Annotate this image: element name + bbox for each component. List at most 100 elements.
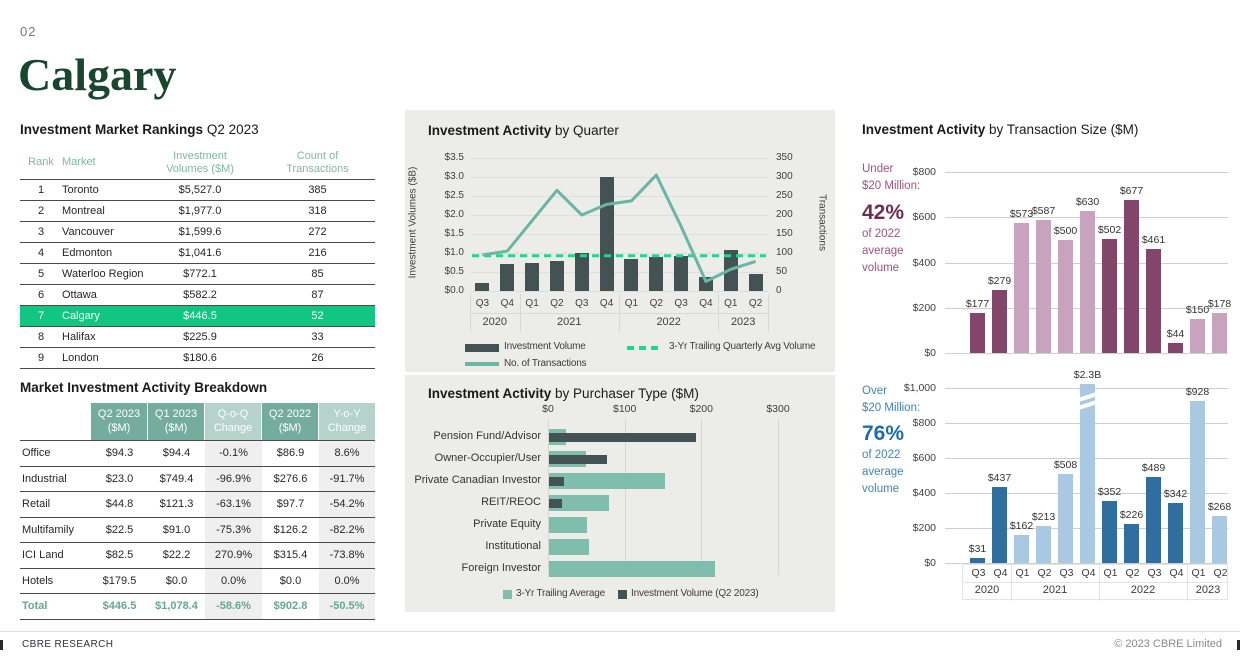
breakdown-row-label: Retail [22, 498, 51, 511]
y-axis-tick-right: 200 [776, 209, 793, 220]
x-axis-tick: Q4 [993, 567, 1008, 579]
grid-line [470, 215, 768, 216]
trailing-average-bar [549, 473, 665, 489]
breakdown-column-header: Q2 2022 ($M) [262, 403, 318, 440]
rankings-row: 5 Waterloo Region $772.1 85 [20, 263, 375, 284]
rankings-cell: $180.6 [183, 352, 217, 364]
transaction-size-bar [970, 557, 985, 563]
trailing-average-bar [549, 539, 589, 555]
breakdown-cell: $0.0 [165, 574, 188, 587]
over-20m-caption-line2: average [862, 466, 904, 478]
rankings-cell: Edmonton [62, 247, 113, 259]
bar-value-label: $437 [987, 471, 1012, 484]
breakdown-cell: -82.2% [319, 517, 375, 542]
y-axis-tick-left: $1.5 [444, 228, 464, 239]
footer-copyright: © 2023 CBRE Limited [1114, 638, 1222, 650]
transaction-size-bar [1080, 384, 1095, 563]
rankings-cell: $446.5 [183, 310, 217, 322]
transaction-size-bar [1036, 525, 1051, 563]
transaction-size-bar [1058, 239, 1073, 353]
rankings-cell: $582.2 [183, 289, 217, 301]
rankings-cell: 8 [37, 331, 45, 343]
breakdown-row: Retail $44.8 $121.3 -63.1% $97.7 -54.2% [20, 491, 375, 517]
over-20m-percent: 76% [862, 422, 905, 445]
breakdown-cell: $22.2 [162, 549, 191, 562]
rankings-cell: $225.9 [183, 331, 217, 343]
y-axis-label-left: Investment Volumes ($B) [407, 166, 419, 279]
q2-volume-bar [549, 477, 565, 486]
breakdown-cell: $97.7 [276, 498, 305, 511]
bar-value-label: $279 [987, 274, 1012, 287]
grid-line [945, 353, 1228, 354]
x-axis-tick: Q4 [699, 298, 713, 309]
breakdown-cell: $86.9 [276, 447, 305, 460]
y-axis-tick: $400 [912, 256, 936, 269]
transaction-size-bar [1212, 312, 1227, 353]
grid-line [470, 253, 768, 254]
breakdown-row-label: Total [22, 600, 48, 613]
breakdown-row-label: Multifamily [22, 523, 74, 536]
bar-value-label: $500 [1053, 224, 1078, 237]
rankings-cell: Ottawa [62, 289, 97, 301]
page-edge-mark [0, 640, 3, 650]
bar-value-label: $44 [1166, 328, 1185, 340]
rankings-cell: 1 [37, 184, 45, 196]
rankings-title-bold: Investment Market Rankings [20, 122, 204, 137]
transaction-size-bar [1080, 210, 1095, 353]
x-axis-tick: Q3 [575, 298, 589, 309]
bar-value-label: $31 [968, 542, 987, 555]
breakdown-cell: -54.2% [319, 492, 375, 517]
transaction-size-bar [992, 289, 1007, 353]
breakdown-column-header: Y-o-Y Change [319, 403, 375, 440]
breakdown-header-spacer [20, 403, 91, 440]
over-20m-label-line1: Over [862, 385, 887, 397]
x-axis-tick: $100 [613, 403, 637, 415]
category-label: Pension Fund/Advisor [433, 430, 541, 442]
rankings-cell: 216 [308, 247, 327, 259]
x-axis-tick: Q1 [525, 298, 539, 309]
x-axis-year-label: 2023 [1195, 584, 1221, 596]
breakdown-cell: -50.5% [319, 594, 375, 619]
purchaser-chart-title-bold: Investment Activity [428, 386, 552, 401]
x-axis-tick: Q1 [1015, 567, 1030, 579]
bar-value-label: $213 [1031, 510, 1056, 523]
breakdown-cell: $121.3 [159, 498, 194, 511]
x-axis-year-label: 2020 [482, 316, 508, 328]
rankings-cell: 2 [37, 205, 45, 217]
transaction-size-bar [1124, 199, 1139, 353]
breakdown-cell: -58.6% [205, 594, 262, 619]
breakdown-cell: $94.4 [162, 447, 191, 460]
bar-value-label: $177 [965, 298, 990, 310]
investment-volume-bar [649, 256, 664, 291]
bar-value-label: $502 [1097, 224, 1122, 237]
quarterly-chart-title: Investment Activity by Quarter [428, 123, 619, 138]
breakdown-cell: $446.5 [102, 600, 137, 613]
x-axis-tick: Q2 [748, 298, 763, 309]
transaction-size-bar [1146, 477, 1161, 563]
transaction-size-bar [1102, 501, 1117, 563]
x-axis-tick: Q3 [1147, 567, 1162, 579]
rankings-row: 9 London $180.6 26 [20, 347, 375, 368]
avg-volume-legend-label: 3-Yr Trailing Quarterly Avg Volume [669, 341, 816, 352]
breakdown-cell: $94.3 [105, 447, 134, 460]
bar-value-label: $2.3B [1073, 369, 1102, 381]
category-label: REIT/REOC [481, 496, 541, 508]
x-axis-separator [1187, 565, 1188, 601]
x-axis-tick: Q2 [1037, 567, 1052, 579]
bar-value-label: $630 [1075, 195, 1100, 208]
breakdown-cell: $44.8 [105, 498, 134, 511]
transaction-size-bar [970, 313, 985, 353]
breakdown-cell: -91.7% [319, 466, 375, 491]
breakdown-cell: 0.0% [205, 568, 262, 593]
category-label: Private Equity [473, 518, 541, 530]
rankings-cell: London [62, 352, 99, 364]
breakdown-row-label: Industrial [22, 472, 67, 485]
bar-value-label: $928 [1185, 385, 1210, 398]
x-axis-tick: Q2 [1125, 567, 1140, 579]
x-axis-separator [963, 582, 1229, 583]
page-edge-mark [1237, 640, 1240, 650]
rankings-row: 1 Toronto $5,527.0 385 [20, 179, 375, 200]
breakdown-cell: $91.0 [162, 523, 191, 536]
rankings-cell: Calgary [62, 310, 100, 322]
under-20m-label-line1: Under [862, 163, 894, 175]
